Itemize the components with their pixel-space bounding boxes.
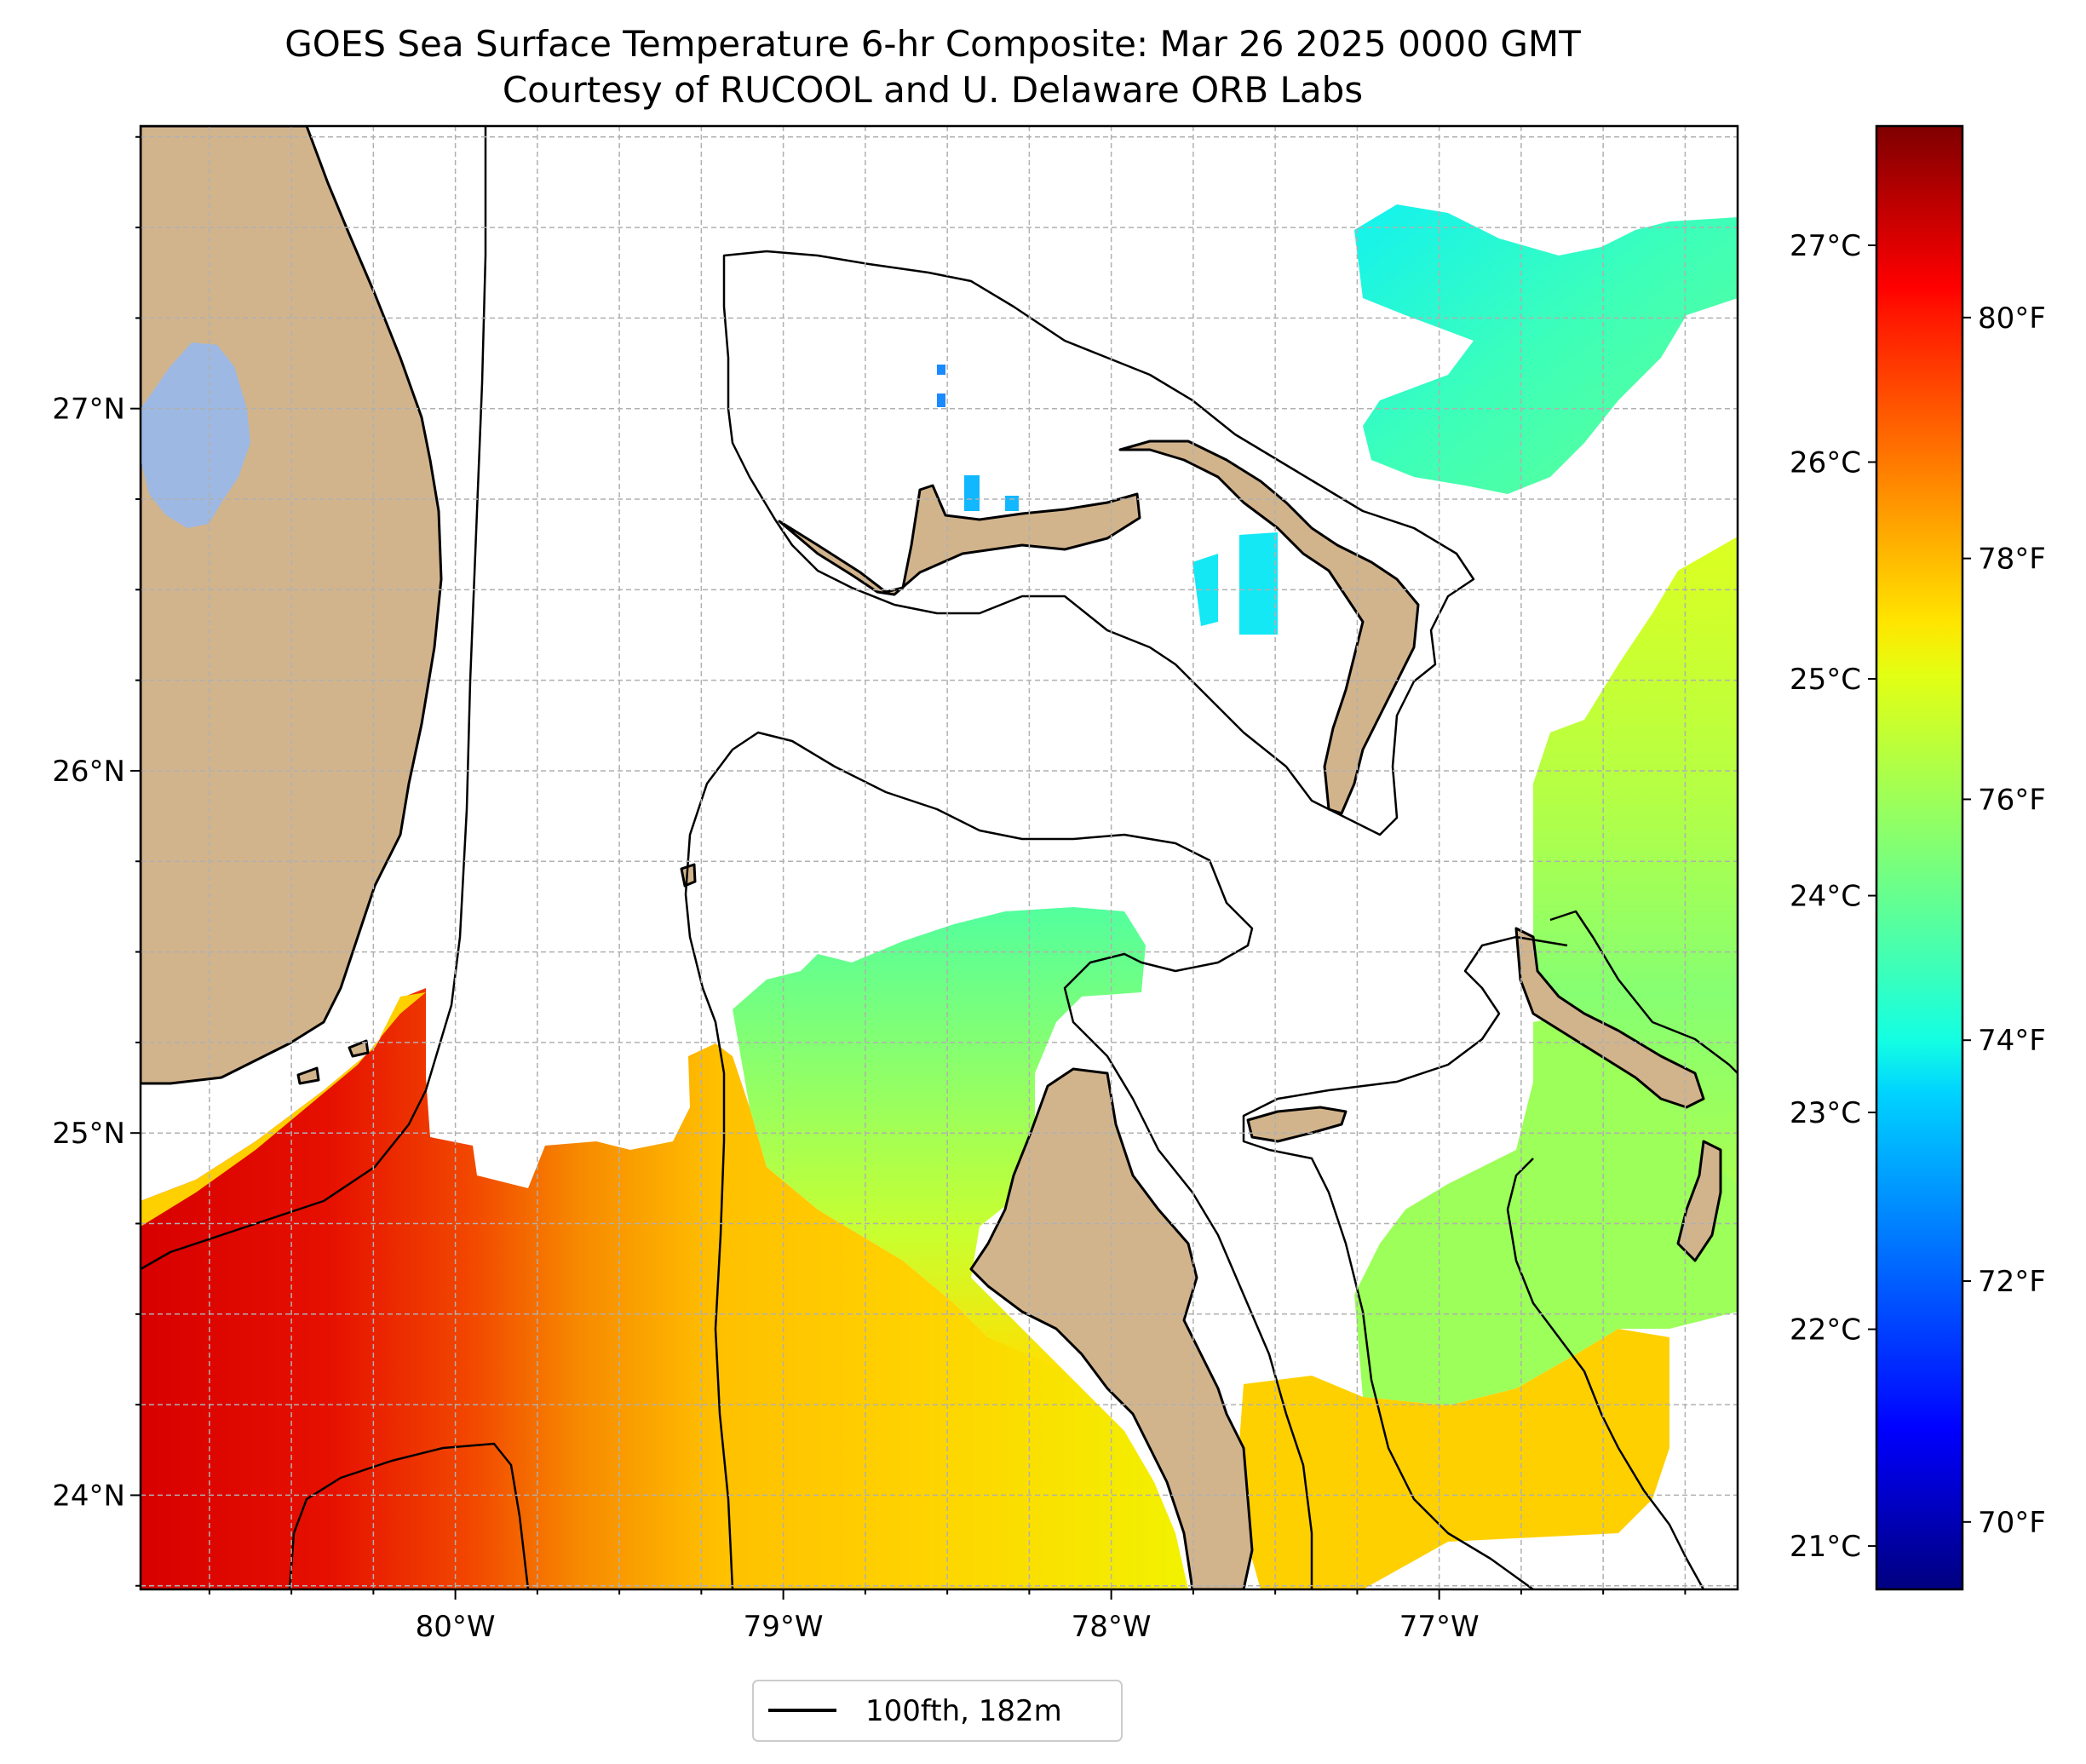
colorbar-celsius-label: 21°C <box>1790 1530 1861 1564</box>
colorbar-fahrenheit-label: 70°F <box>1978 1506 2046 1540</box>
y-tick-label: 27°N <box>52 393 125 427</box>
sst-region-north <box>1354 204 1738 494</box>
colorbar-celsius-label: 25°C <box>1790 663 1861 697</box>
colorbar-celsius-label: 24°C <box>1790 880 1861 914</box>
sst-region-south-east <box>1235 1329 1669 1589</box>
contour-tongue-of-ocean <box>1242 935 1568 1589</box>
x-tick-label: 79°W <box>744 1610 824 1644</box>
sst-patch-blue-1 <box>937 365 945 375</box>
keys-island-1 <box>348 1039 370 1058</box>
colorbar-ticks: 21°C 22°C 23°C 24°C 25°C 26°C 27°C 70°F 72°F 74°F… <box>1790 229 2046 1564</box>
sst-region-central <box>733 907 1146 1371</box>
legend-label: 100fth, 182m <box>865 1694 1062 1728</box>
contour-eleuthera-shelf <box>1549 910 1738 1074</box>
colorbar-celsius-label: 23°C <box>1790 1096 1861 1130</box>
sst-region-southeast-green <box>1354 1014 1738 1405</box>
keys-island-2 <box>296 1066 320 1085</box>
colorbar-fahrenheit-label: 72°F <box>1978 1265 2046 1299</box>
lake-okeechobee <box>141 342 250 528</box>
colorbar-gradient <box>1875 124 1964 1591</box>
map-frame <box>139 124 1739 1591</box>
sst-field <box>141 204 1738 1589</box>
grand-bahama <box>778 484 1141 596</box>
colorbar: 21°C 22°C 23°C 24°C 25°C 26°C 27°C 70°F 72°F 74°F… <box>1790 124 2046 1591</box>
graticule <box>141 126 1738 1589</box>
legend-box <box>752 1680 1123 1742</box>
contour-great-bahama-bank-north <box>732 731 1313 1589</box>
contour-exuma-sound <box>1506 1158 1705 1589</box>
colorbar-fahrenheit-label: 76°F <box>1978 783 2046 817</box>
y-tick-label: 26°N <box>52 755 125 789</box>
colorbar-fahrenheit-label: 80°F <box>1978 302 2046 336</box>
contour-southwest-loop <box>288 1442 530 1589</box>
abaco-islands <box>1118 440 1420 815</box>
y-tick-label: 25°N <box>52 1117 125 1151</box>
colorbar-fahrenheit-label: 74°F <box>1978 1024 2046 1058</box>
sst-patch-cyan <box>1192 532 1278 635</box>
map-title-line1: GOES Sea Surface Temperature 6-hr Compos… <box>284 23 1581 65</box>
x-tick-label: 78°W <box>1072 1610 1152 1644</box>
sst-patch-blue-3 <box>964 475 980 511</box>
colorbar-fahrenheit-label: 78°F <box>1978 543 2046 577</box>
sst-region-south <box>141 988 1188 1589</box>
sst-patch-blue-2 <box>937 394 945 407</box>
x-tick-label: 77°W <box>1399 1610 1480 1644</box>
new-providence <box>1246 1106 1348 1143</box>
colorbar-celsius-label: 27°C <box>1790 229 1861 263</box>
colorbar-celsius-label: 26°C <box>1790 446 1861 480</box>
eleuthera <box>1514 927 1705 1109</box>
map-panel <box>141 126 1738 1589</box>
sst-patch-blue-4 <box>1005 496 1019 511</box>
colorbar-celsius-label: 22°C <box>1790 1313 1861 1347</box>
map-axes: 80°W 79°W 78°W 77°W 24°N 25°N 26°N 27°N <box>52 135 1687 1644</box>
sst-region-keys-strip <box>141 992 426 1227</box>
cat-island-tip <box>1676 1140 1722 1262</box>
bimini <box>680 863 697 888</box>
y-tick-label: 24°N <box>52 1479 125 1513</box>
x-tick-label: 80°W <box>416 1610 496 1644</box>
isobath-100fth <box>141 126 1738 1589</box>
map-title-line2: Courtesy of RUCOOL and U. Delaware ORB L… <box>503 69 1363 111</box>
legend: 100fth, 182m <box>752 1680 1123 1742</box>
contour-little-bahama-bank <box>722 250 1475 836</box>
contour-cay-sal-edge <box>684 749 734 1589</box>
contour-florida-shelf <box>141 126 487 1271</box>
